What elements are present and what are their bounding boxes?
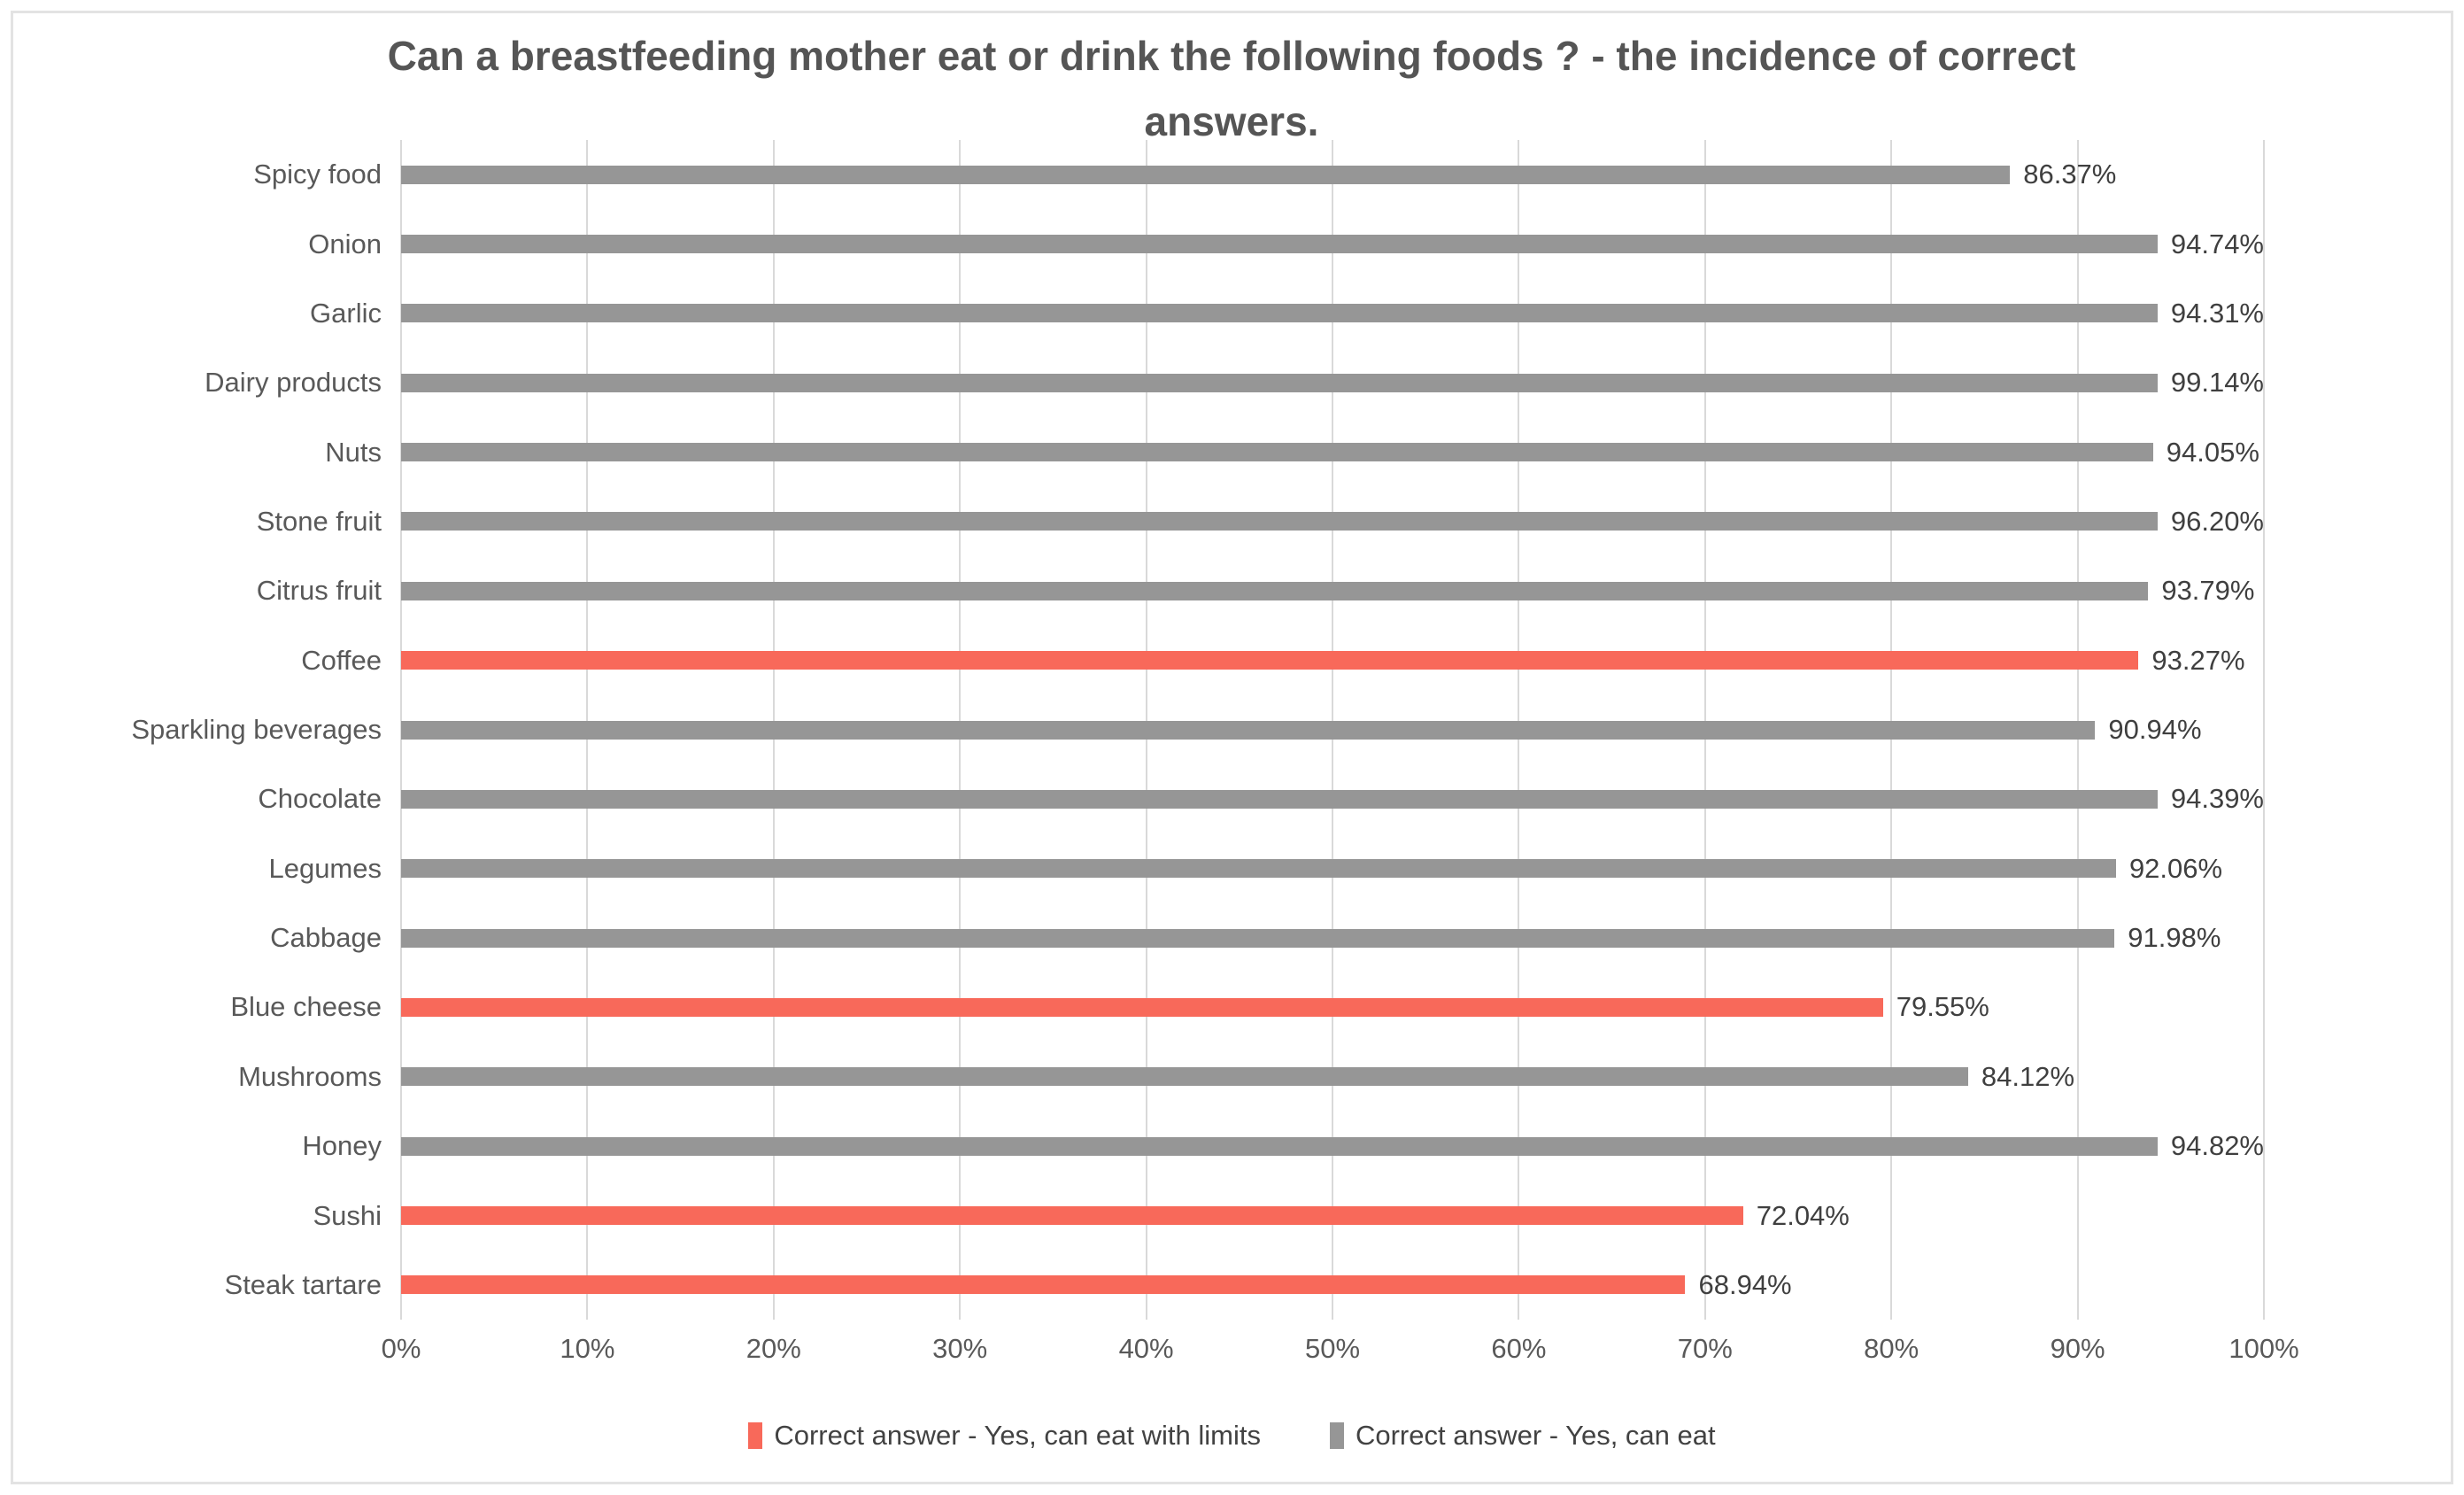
figure-border [11,11,2453,1484]
bar [401,1275,1686,1295]
bar-row: Cabbage 91.98% [270,903,2264,972]
bar [401,165,2011,184]
x-axis-label: 40% [1118,1333,1174,1364]
bar-row: Sushi 72.04% [313,1181,2264,1250]
bar [401,1067,1968,1087]
bar-row: Spicy food 86.37% [253,140,2264,209]
legend-label: Correct answer - Yes, can eat with limit… [774,1420,1261,1451]
bar [401,304,2158,323]
bar-row: Nuts 94.05% [325,417,2264,486]
bar-rows: Spicy food 86.37% Onion 94.74% Garlic 94.31% D… [131,140,2264,1320]
chart-title-line-1: Can a breastfeeding mother eat or drink … [387,33,2076,79]
x-axis-label: 60% [1491,1333,1547,1364]
category-label: Blue cheese [230,991,382,1023]
x-axis: 0% 10% 20% 30% 40% 50% 60% 70% 80% 90% 100% [382,1333,2299,1374]
value-label: 93.27% [2151,644,2245,676]
bar-row: Honey 94.82% [302,1112,2264,1181]
value-label: 90.94% [2108,714,2202,746]
value-label: 94.74% [2170,228,2264,259]
x-axis-label: 90% [2050,1333,2105,1364]
legend-swatch-icon [1329,1422,1344,1449]
chart-title-line-2: answers. [1144,98,1319,144]
value-label: 86.37% [2023,159,2117,190]
legend-item: Correct answer - Yes, can eat with limit… [748,1420,1261,1452]
value-label: 84.12% [1981,1060,2075,1092]
value-label: 96.20% [2170,505,2264,537]
category-label: Cabbage [270,922,382,954]
bar-row: Citrus fruit 93.79% [257,556,2264,625]
bar-row: Blue cheese 79.55% [230,972,2264,1042]
bar [401,997,1883,1017]
x-axis-label: 70% [1677,1333,1733,1364]
x-axis-label: 100% [2228,1333,2299,1364]
bar [401,928,2115,948]
legend: Correct answer - Yes, can eat with limit… [0,1420,2464,1452]
value-label: 99.14% [2170,367,2264,399]
bar [401,581,2149,600]
category-label: Mushrooms [238,1060,382,1092]
x-axis-label: 30% [932,1333,988,1364]
value-label: 72.04% [1756,1199,1850,1231]
bar [401,720,2096,740]
value-label: 92.06% [2128,852,2223,884]
value-label: 94.05% [2166,436,2259,468]
bar-row: Dairy products 99.14% [205,348,2264,417]
legend-label: Correct answer - Yes, can eat [1355,1420,1716,1451]
x-axis-label: 80% [1864,1333,1919,1364]
plot-area: Spicy food 86.37% Onion 94.74% Garlic 94.31% D… [131,140,2265,1320]
bar [401,235,2158,254]
category-label: Steak tartare [224,1268,382,1300]
category-label: Citrus fruit [256,575,382,607]
category-label: Dairy products [205,367,382,399]
x-axis-label: 10% [560,1333,615,1364]
bar-row: Chocolate 94.39% [258,764,2264,833]
category-label: Coffee [301,644,382,676]
category-label: Nuts [325,436,382,468]
bar [401,373,2158,392]
bar [401,859,2116,879]
x-axis-label: 50% [1304,1333,1361,1364]
bar [401,1136,2158,1156]
x-axis-label: 0% [381,1333,421,1364]
bar [401,1206,1743,1226]
gridline [2263,140,2265,1320]
category-label: Spicy food [253,159,382,190]
bar-row: Stone fruit 96.20% [257,487,2264,556]
category-label: Stone fruit [256,505,382,537]
bar-row: Garlic 94.31% [310,279,2264,348]
bar-row: Steak tartare 68.94% [225,1251,2264,1320]
value-label: 94.39% [2170,783,2264,815]
bar-row: Coffee 93.27% [301,626,2264,695]
category-label: Sushi [313,1199,382,1231]
value-label: 79.55% [1896,991,1989,1023]
bar [401,789,2158,809]
value-label: 94.82% [2170,1130,2264,1162]
category-label: Honey [302,1130,382,1162]
x-axis-label: 20% [745,1333,801,1364]
legend-item: Correct answer - Yes, can eat [1329,1420,1716,1452]
bar-row: Onion 94.74% [308,209,2264,278]
category-label: Garlic [310,297,382,329]
category-label: Onion [308,228,382,259]
value-label: 94.31% [2170,297,2264,329]
bar-row: Legumes 92.06% [268,834,2264,903]
bar-row: Sparkling beverages 90.94% [131,695,2264,764]
value-label: 93.79% [2161,575,2255,607]
bar [401,443,2153,462]
category-label: Legumes [268,852,382,884]
category-label: Chocolate [258,783,382,815]
category-label: Sparkling beverages [131,714,382,746]
bar-row: Mushrooms 84.12% [238,1042,2264,1112]
value-label: 91.98% [2128,922,2221,954]
bar [401,512,2158,531]
chart-title: Can a breastfeeding mother eat or drink … [191,23,2272,154]
legend-swatch-icon [748,1422,763,1449]
value-label: 68.94% [1698,1268,1792,1300]
bar [401,651,2139,670]
